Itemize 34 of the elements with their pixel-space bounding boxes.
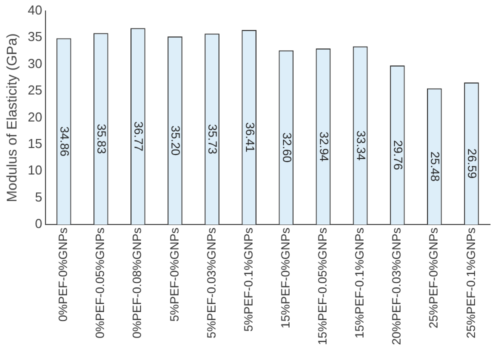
y-tick-label: 20 bbox=[28, 109, 42, 124]
data-label: 34.86 bbox=[57, 126, 72, 157]
y-axis-title: Modulus of Elasticity (GPa) bbox=[3, 33, 20, 202]
x-tick-label: 15%PEF-0%GNPs bbox=[278, 228, 292, 328]
data-label: 36.77 bbox=[132, 121, 146, 152]
data-label: 26.59 bbox=[465, 148, 480, 179]
x-tick-label: 0%PEF-0.08%GNPs bbox=[130, 228, 144, 338]
data-label: 25.48 bbox=[428, 152, 442, 182]
x-tick-label: 0%PEF-0.05%GNPs bbox=[93, 228, 108, 338]
data-label: 35.83 bbox=[94, 124, 109, 154]
y-tick-label: 0 bbox=[35, 216, 42, 232]
data-label: 35.73 bbox=[206, 124, 220, 154]
x-tick-label: 5%PEF-0.03%GNPs bbox=[204, 228, 218, 338]
x-tick-label: 25%PEF-0.1%GNPs bbox=[464, 228, 478, 338]
x-tick-label: 15%PEF-0.1%GNPs bbox=[352, 228, 367, 338]
y-tick-label: 15 bbox=[28, 136, 42, 152]
y-tick-label: 40 bbox=[28, 2, 42, 18]
data-label: 35.20 bbox=[168, 126, 183, 156]
x-tick-label: 15%PEF-0.05%GNPs bbox=[316, 228, 330, 346]
x-tick-label: 25%PEF-0%GNPs bbox=[426, 228, 441, 328]
x-tick-label: 5%PEF-0%GNPs bbox=[167, 228, 182, 322]
x-tick-label: 20%PEF-0.03%GNPs bbox=[390, 228, 404, 346]
x-tick-label: 5%PEF-0.1%GNPs bbox=[241, 228, 256, 332]
data-label: 32.94 bbox=[316, 132, 331, 162]
data-label: 32.60 bbox=[280, 132, 294, 163]
y-tick-label: 35 bbox=[28, 29, 42, 44]
data-label: 29.76 bbox=[391, 140, 406, 170]
y-tick-label: 30 bbox=[28, 56, 42, 71]
x-tick-label: 0%PEF-0%GNPs bbox=[56, 228, 70, 322]
data-label: 33.34 bbox=[354, 130, 368, 161]
y-tick-label: 10 bbox=[28, 162, 42, 178]
data-label: 36.41 bbox=[242, 122, 257, 153]
y-tick-label: 5 bbox=[35, 189, 42, 204]
y-tick-label: 25 bbox=[28, 82, 42, 98]
